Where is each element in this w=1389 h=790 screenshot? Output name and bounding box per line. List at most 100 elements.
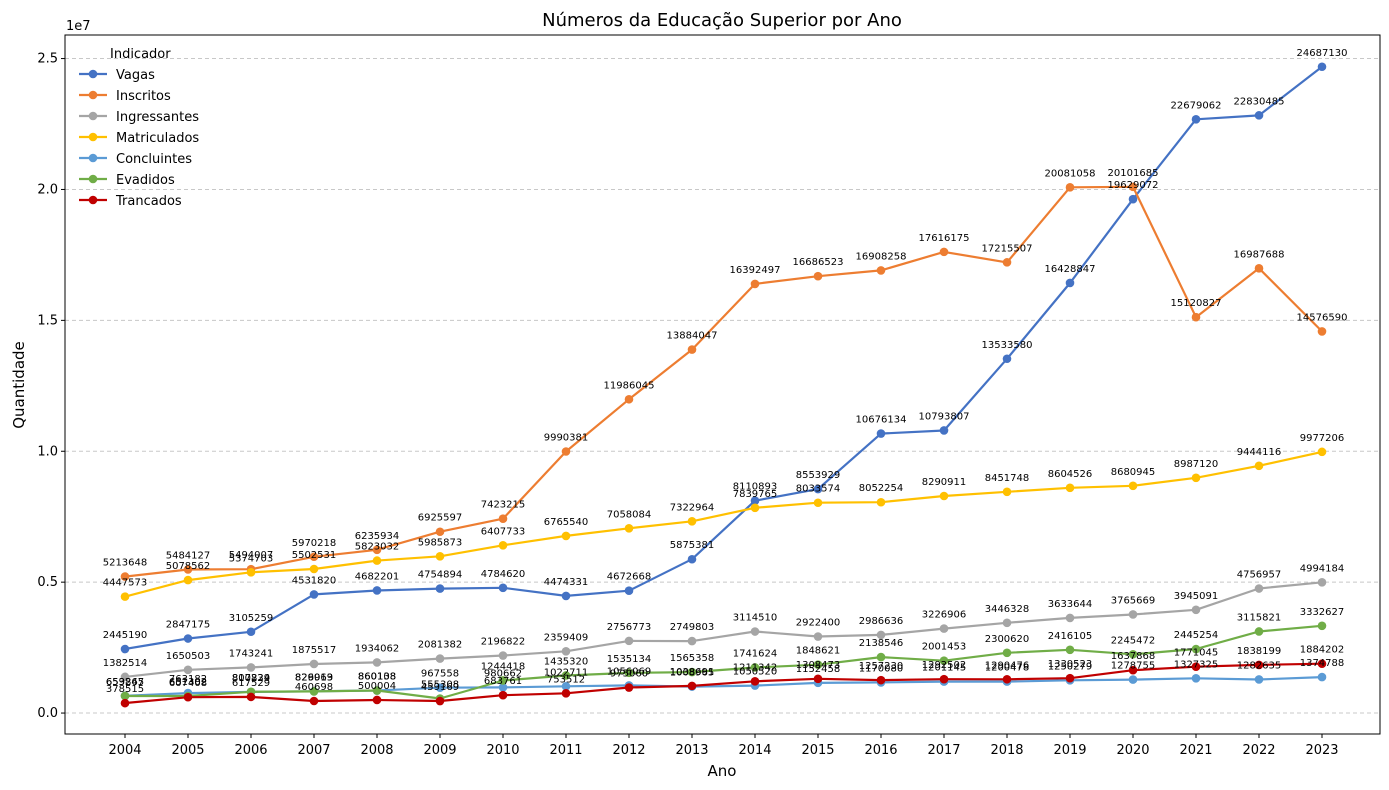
data-point-ingressantes xyxy=(246,663,256,672)
x-axis: 2004 2005 2006 2007 2008 2009 2010 2011 2012 2013… xyxy=(108,734,1339,758)
data-label-evadidos: 555308 xyxy=(421,680,459,691)
data-label-inscritos: 5484127 xyxy=(166,550,211,561)
legend-entry-matriculados: Matriculados xyxy=(79,131,199,146)
data-point-evadidos xyxy=(561,671,571,680)
data-point-concluintes xyxy=(1191,674,1201,683)
legend-entry-ingressantes: Ingressantes xyxy=(79,110,199,125)
data-label-trancados: 1308473 xyxy=(796,660,841,671)
x-tick-label: 2014 xyxy=(738,743,771,758)
data-label-inscritos: 5213648 xyxy=(103,558,148,569)
data-point-ingressantes xyxy=(750,627,760,636)
data-label-trancados: 617529 xyxy=(232,678,270,689)
data-label-ingressantes: 1382514 xyxy=(103,658,148,669)
data-point-concluintes xyxy=(498,683,508,692)
data-label-evadidos: 810839 xyxy=(232,673,270,684)
legend-swatch-marker xyxy=(88,69,98,79)
data-point-matriculados xyxy=(246,568,256,577)
data-point-vagas xyxy=(246,627,256,637)
series-line-trancados xyxy=(124,662,1323,705)
x-tick-label: 2004 xyxy=(108,743,141,758)
x-tick-label: 2021 xyxy=(1179,743,1212,758)
legend-swatch-marker xyxy=(88,153,98,163)
legend-entry-concluintes: Concluintes xyxy=(79,152,192,167)
data-label-inscritos: 6235934 xyxy=(355,531,400,542)
data-point-inscritos xyxy=(624,394,634,404)
data-label-evadidos: 653265 xyxy=(106,677,144,688)
data-label-matriculados: 8052254 xyxy=(859,483,904,494)
data-point-trancados xyxy=(876,675,886,685)
legend-label: Concluintes xyxy=(116,152,192,167)
data-label-inscritos: 16987688 xyxy=(1234,249,1285,260)
data-point-matriculados xyxy=(939,491,949,501)
data-label-trancados: 683761 xyxy=(484,676,522,687)
data-point-concluintes xyxy=(435,683,445,693)
data-point-ingressantes xyxy=(435,654,445,663)
data-point-matriculados xyxy=(813,498,823,508)
legend-swatch-marker xyxy=(88,195,98,205)
data-label-matriculados: 6407733 xyxy=(481,526,526,537)
y-tick-label: 2.5 xyxy=(37,52,58,67)
data-label-matriculados: 5985873 xyxy=(418,537,463,548)
legend-entry-trancados: Trancados xyxy=(79,194,182,209)
data-point-inscritos xyxy=(939,247,949,257)
legend-entry-vagas: Vagas xyxy=(79,68,155,83)
data-label-ingressantes: 1875517 xyxy=(292,645,337,656)
data-point-vagas xyxy=(939,426,949,435)
series-line-inscritos xyxy=(124,185,1323,578)
data-label-matriculados: 8680945 xyxy=(1111,467,1156,478)
data-point-vagas xyxy=(561,591,571,601)
data-label-concluintes: 1278755 xyxy=(1111,661,1156,672)
data-point-vagas xyxy=(750,496,760,506)
data-label-matriculados: 5502531 xyxy=(292,550,337,561)
data-label-evadidos: 1244418 xyxy=(481,661,526,672)
data-label-vagas: 2847175 xyxy=(166,620,211,631)
data-label-concluintes: 1008965 xyxy=(670,668,715,679)
data-label-evadidos: 2416105 xyxy=(1048,631,1093,642)
data-label-evadidos: 1848621 xyxy=(796,646,841,657)
data-point-trancados xyxy=(750,677,760,686)
data-label-vagas: 4474331 xyxy=(544,577,589,588)
data-point-ingressantes xyxy=(1317,578,1327,587)
data-point-vagas xyxy=(1254,111,1264,120)
x-tick-label: 2005 xyxy=(171,743,204,758)
data-label-vagas: 24687130 xyxy=(1297,48,1348,59)
data-label-ingressantes: 2986636 xyxy=(859,616,904,627)
data-label-matriculados: 6765540 xyxy=(544,517,589,528)
data-label-vagas: 22679062 xyxy=(1171,100,1222,111)
data-point-concluintes xyxy=(1128,675,1138,684)
x-tick-label: 2017 xyxy=(927,743,960,758)
data-point-evadidos xyxy=(1254,627,1264,636)
legend-swatch-marker xyxy=(88,111,98,121)
data-point-ingressantes xyxy=(561,646,571,656)
data-label-matriculados: 8451748 xyxy=(985,473,1030,484)
y-tick-label: 1.0 xyxy=(37,444,58,459)
y-tick-label: 2.0 xyxy=(37,182,58,197)
data-point-matriculados xyxy=(750,503,760,513)
data-point-ingressantes xyxy=(1065,613,1075,623)
data-label-vagas: 16428847 xyxy=(1045,264,1096,275)
data-label-trancados: 1838199 xyxy=(1237,646,1282,657)
data-point-matriculados xyxy=(876,497,886,507)
data-label-inscritos: 7423215 xyxy=(481,500,526,511)
data-label-matriculados: 7839765 xyxy=(733,489,778,500)
data-label-matriculados: 8290911 xyxy=(922,477,967,488)
data-point-inscritos xyxy=(1002,258,1012,267)
data-label-evadidos: 2001453 xyxy=(922,642,967,653)
legend-swatch-marker xyxy=(88,90,98,100)
data-point-inscritos xyxy=(1065,183,1075,192)
data-point-vagas xyxy=(120,644,130,654)
chart-title: Números da Educação Superior por Ano xyxy=(542,10,902,31)
data-label-vagas: 4531820 xyxy=(292,575,337,586)
x-tick-label: 2023 xyxy=(1305,743,1338,758)
data-label-evadidos: 651302 xyxy=(169,677,207,688)
data-point-inscritos xyxy=(876,266,886,275)
data-label-concluintes: 967558 xyxy=(421,669,459,680)
data-point-evadidos xyxy=(1317,621,1327,631)
data-point-evadidos xyxy=(687,667,697,677)
data-label-trancados: 607408 xyxy=(169,678,207,689)
y-axis: 0.0 0.5 1.0 1.5 2.0 2.5 xyxy=(37,52,65,721)
data-label-vagas: 22830485 xyxy=(1234,96,1285,107)
data-point-inscritos xyxy=(498,514,508,524)
data-point-concluintes xyxy=(1254,675,1264,684)
data-label-inscritos: 6925597 xyxy=(418,513,463,524)
